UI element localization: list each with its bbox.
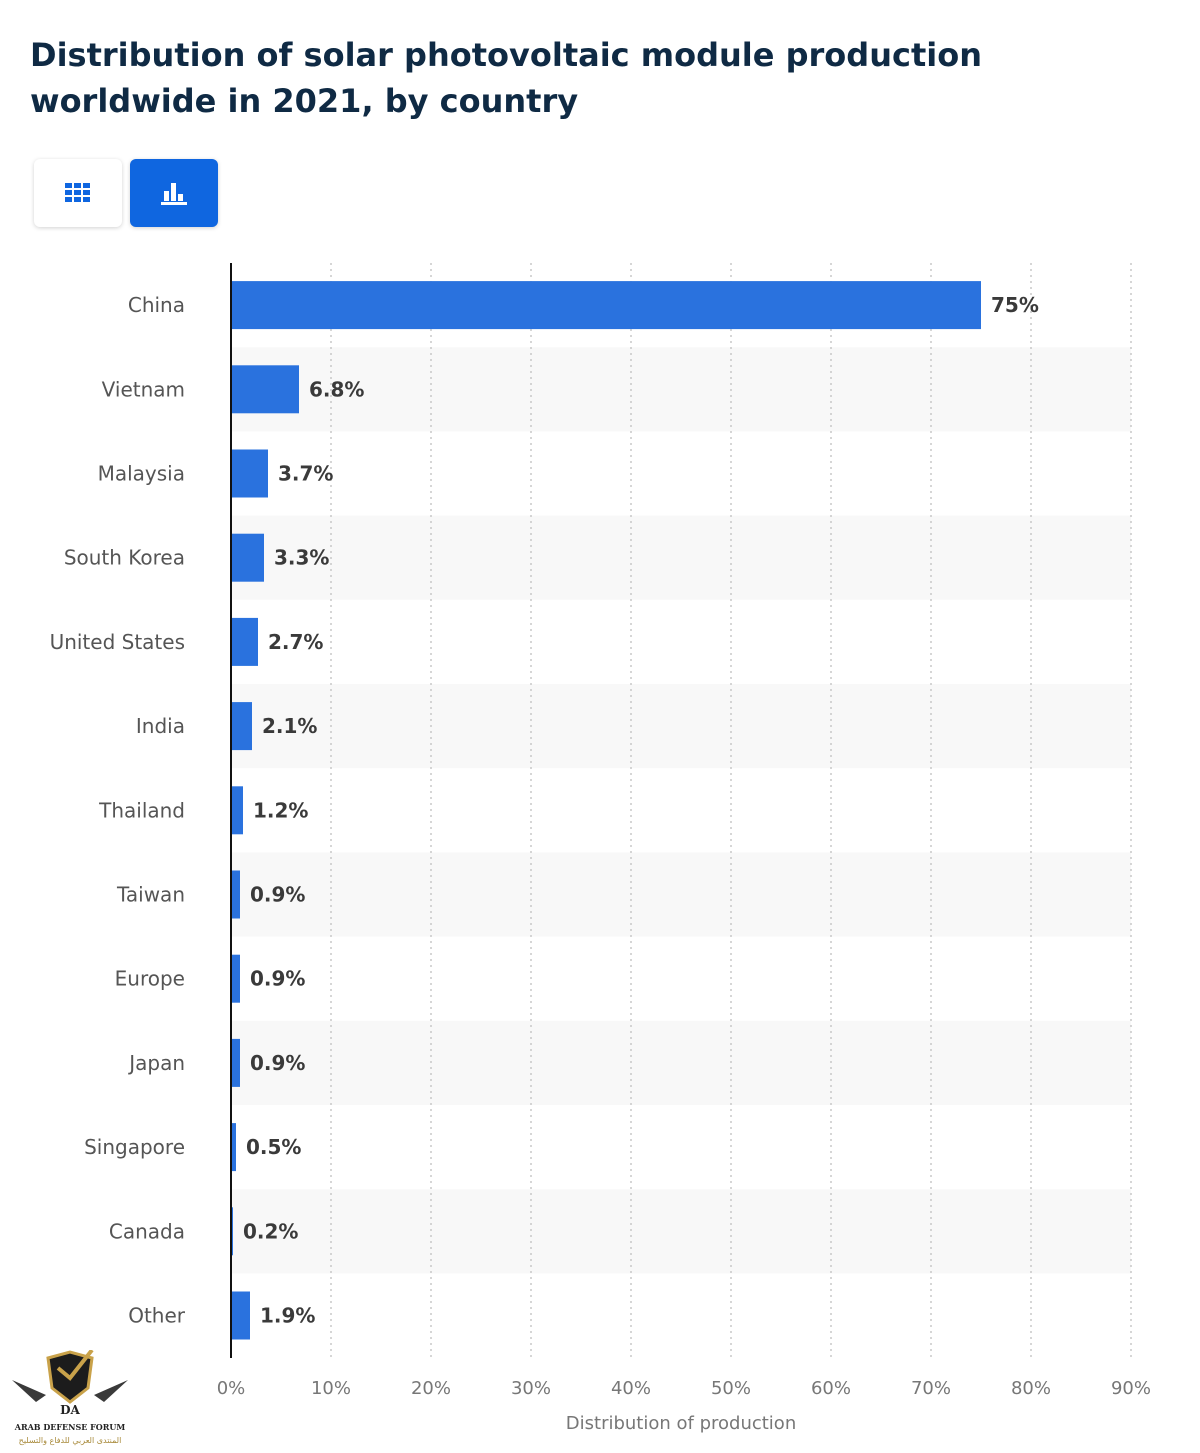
row-stripe — [231, 515, 1131, 600]
x-tick-label: 10% — [311, 1378, 351, 1399]
value-label: 3.7% — [278, 462, 333, 486]
svg-text:DA: DA — [60, 1403, 80, 1417]
bar-india[interactable] — [231, 702, 252, 751]
category-label: Singapore — [84, 1135, 185, 1159]
category-label: Thailand — [98, 798, 185, 822]
bar-thailand[interactable] — [231, 786, 243, 835]
x-tick-label: 60% — [811, 1378, 851, 1399]
table-view-button[interactable] — [34, 159, 122, 227]
category-label: Vietnam — [102, 377, 185, 401]
value-label: 1.2% — [253, 798, 308, 822]
bar-japan[interactable] — [231, 1038, 240, 1087]
bar-china[interactable] — [231, 281, 981, 330]
value-label: 2.1% — [262, 714, 317, 738]
category-label: United States — [50, 630, 185, 654]
bar-chart-icon — [161, 183, 187, 205]
value-label: 0.9% — [250, 1051, 305, 1075]
row-stripe — [231, 347, 1131, 432]
bar-europe[interactable] — [231, 954, 240, 1003]
x-tick-label: 70% — [911, 1378, 951, 1399]
value-label: 0.5% — [246, 1135, 301, 1159]
bar-united-states[interactable] — [231, 617, 258, 666]
value-label: 0.9% — [250, 967, 305, 991]
category-label: Europe — [115, 967, 185, 991]
row-stripe — [231, 1020, 1131, 1105]
x-tick-label: 50% — [711, 1378, 751, 1399]
chart-title: Distribution of solar photovoltaic modul… — [30, 36, 982, 120]
forum-logo-icon: DA ARAB DEFENSE FORUM المنتدى العربي للد… — [12, 1348, 128, 1445]
row-stripe — [231, 852, 1131, 937]
bar-south-korea[interactable] — [231, 533, 264, 582]
category-label: Taiwan — [116, 883, 185, 907]
value-label: 3.3% — [274, 546, 329, 570]
table-grid-icon — [65, 183, 90, 202]
x-tick-label: 80% — [1011, 1378, 1051, 1399]
row-stripe — [231, 1189, 1131, 1274]
category-label: Other — [128, 1304, 186, 1328]
value-label: 0.2% — [243, 1219, 298, 1243]
category-label: South Korea — [64, 546, 185, 570]
x-tick-label: 0% — [217, 1378, 246, 1399]
row-stripe — [231, 684, 1131, 769]
value-label: 1.9% — [260, 1304, 315, 1328]
value-label: 2.7% — [268, 630, 323, 654]
svg-text:ARAB DEFENSE FORUM: ARAB DEFENSE FORUM — [14, 1422, 126, 1432]
value-label: 75% — [991, 293, 1039, 317]
x-axis-title: Distribution of production — [566, 1413, 796, 1434]
category-label: Japan — [127, 1051, 185, 1075]
x-tick-label: 20% — [411, 1378, 451, 1399]
category-label: Canada — [109, 1219, 185, 1243]
bar-other[interactable] — [231, 1291, 250, 1340]
forum-logo: DA ARAB DEFENSE FORUM المنتدى العربي للد… — [6, 1348, 134, 1448]
bar-taiwan[interactable] — [231, 870, 240, 919]
value-label: 6.8% — [309, 377, 364, 401]
value-label: 0.9% — [250, 883, 305, 907]
x-tick-label: 30% — [511, 1378, 551, 1399]
chart-view-button[interactable] — [130, 159, 218, 227]
x-tick-label: 40% — [611, 1378, 651, 1399]
category-label: Malaysia — [98, 462, 185, 486]
category-label: India — [136, 714, 185, 738]
bar-malaysia[interactable] — [231, 449, 268, 498]
x-tick-label: 90% — [1111, 1378, 1151, 1399]
bar-vietnam[interactable] — [231, 365, 299, 414]
svg-text:المنتدى العربي للدفاع والتسليح: المنتدى العربي للدفاع والتسليح — [19, 1436, 122, 1445]
category-label: China — [128, 293, 185, 317]
bar-singapore[interactable] — [231, 1123, 236, 1172]
